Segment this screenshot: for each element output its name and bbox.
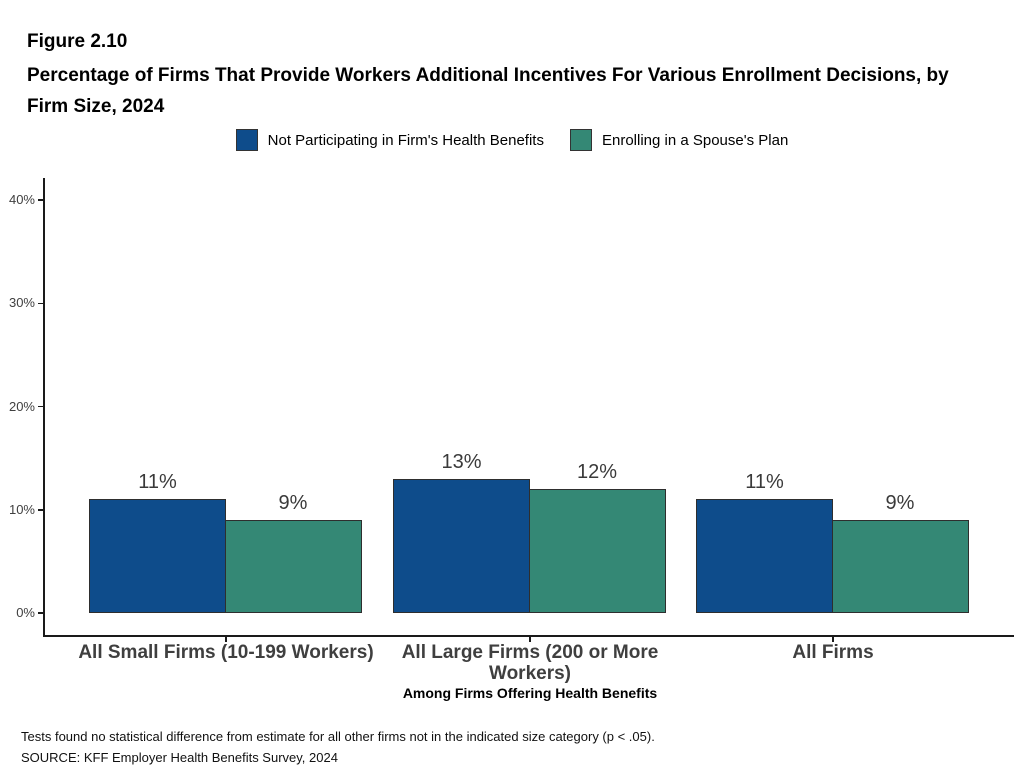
bar-series1-cat3 [696, 499, 833, 613]
x-axis-tick [529, 637, 531, 642]
x-axis-category-label: All Large Firms (200 or More Workers) [401, 642, 659, 684]
y-axis-tick [38, 612, 45, 614]
bar-series1-cat2 [393, 478, 530, 613]
footnote-statistics: Tests found no statistical difference fr… [21, 729, 655, 744]
y-axis-tick [38, 199, 45, 201]
footnote-source: SOURCE: KFF Employer Health Benefits Sur… [21, 750, 338, 765]
y-axis-tick [38, 302, 45, 304]
y-axis-tick [38, 405, 45, 408]
y-axis-tick [38, 509, 45, 511]
legend-label-not-participating: Not Participating in Firm's Health Benef… [267, 131, 544, 149]
bar-series2-cat3 [831, 520, 969, 613]
bar-value-label-series1-cat2: 13% [441, 450, 482, 473]
figure-title: Percentage of Firms That Provide Workers… [27, 65, 949, 117]
legend-label-spouse-plan: Enrolling in a Spouse's Plan [601, 131, 789, 149]
chart-legend: Not Participating in Firm's Health Benef… [0, 129, 1024, 151]
y-axis-tick-label: 20% [8, 398, 35, 414]
x-axis-line [43, 635, 1014, 637]
y-axis-tick-label: 30% [8, 295, 35, 311]
x-axis-tick [832, 637, 834, 642]
bar-value-label-series2-cat3: 9% [885, 492, 915, 515]
x-axis-tick [225, 637, 227, 642]
bar-value-label-series2-cat1: 9% [278, 492, 308, 515]
y-axis-tick-label: 0% [16, 605, 35, 620]
legend-item-spouse-plan: Enrolling in a Spouse's Plan [569, 129, 789, 151]
y-axis-tick-label: 10% [8, 501, 35, 517]
figure-number: Figure 2.10 [27, 31, 128, 52]
bar-value-label-series2-cat2: 12% [576, 461, 618, 484]
bar-series2-cat2 [528, 489, 666, 613]
legend-swatch-blue-icon [235, 129, 258, 151]
x-axis-category-label: All Small Firms (10-199 Workers) [78, 642, 374, 663]
x-axis-caption: Among Firms Offering Health Benefits [402, 685, 658, 701]
legend-swatch-teal-icon [569, 129, 592, 151]
y-axis-line [43, 178, 45, 637]
bar-value-label-series1-cat1: 11% [138, 471, 177, 494]
y-axis-tick-label: 40% [8, 192, 35, 207]
bar-value-label-series1-cat3: 11% [745, 471, 784, 494]
legend-item-not-participating: Not Participating in Firm's Health Benef… [235, 129, 544, 151]
x-axis-category-label: All Firms [792, 642, 874, 663]
bar-series2-cat1 [224, 520, 362, 613]
bar-series1-cat1 [89, 499, 226, 613]
